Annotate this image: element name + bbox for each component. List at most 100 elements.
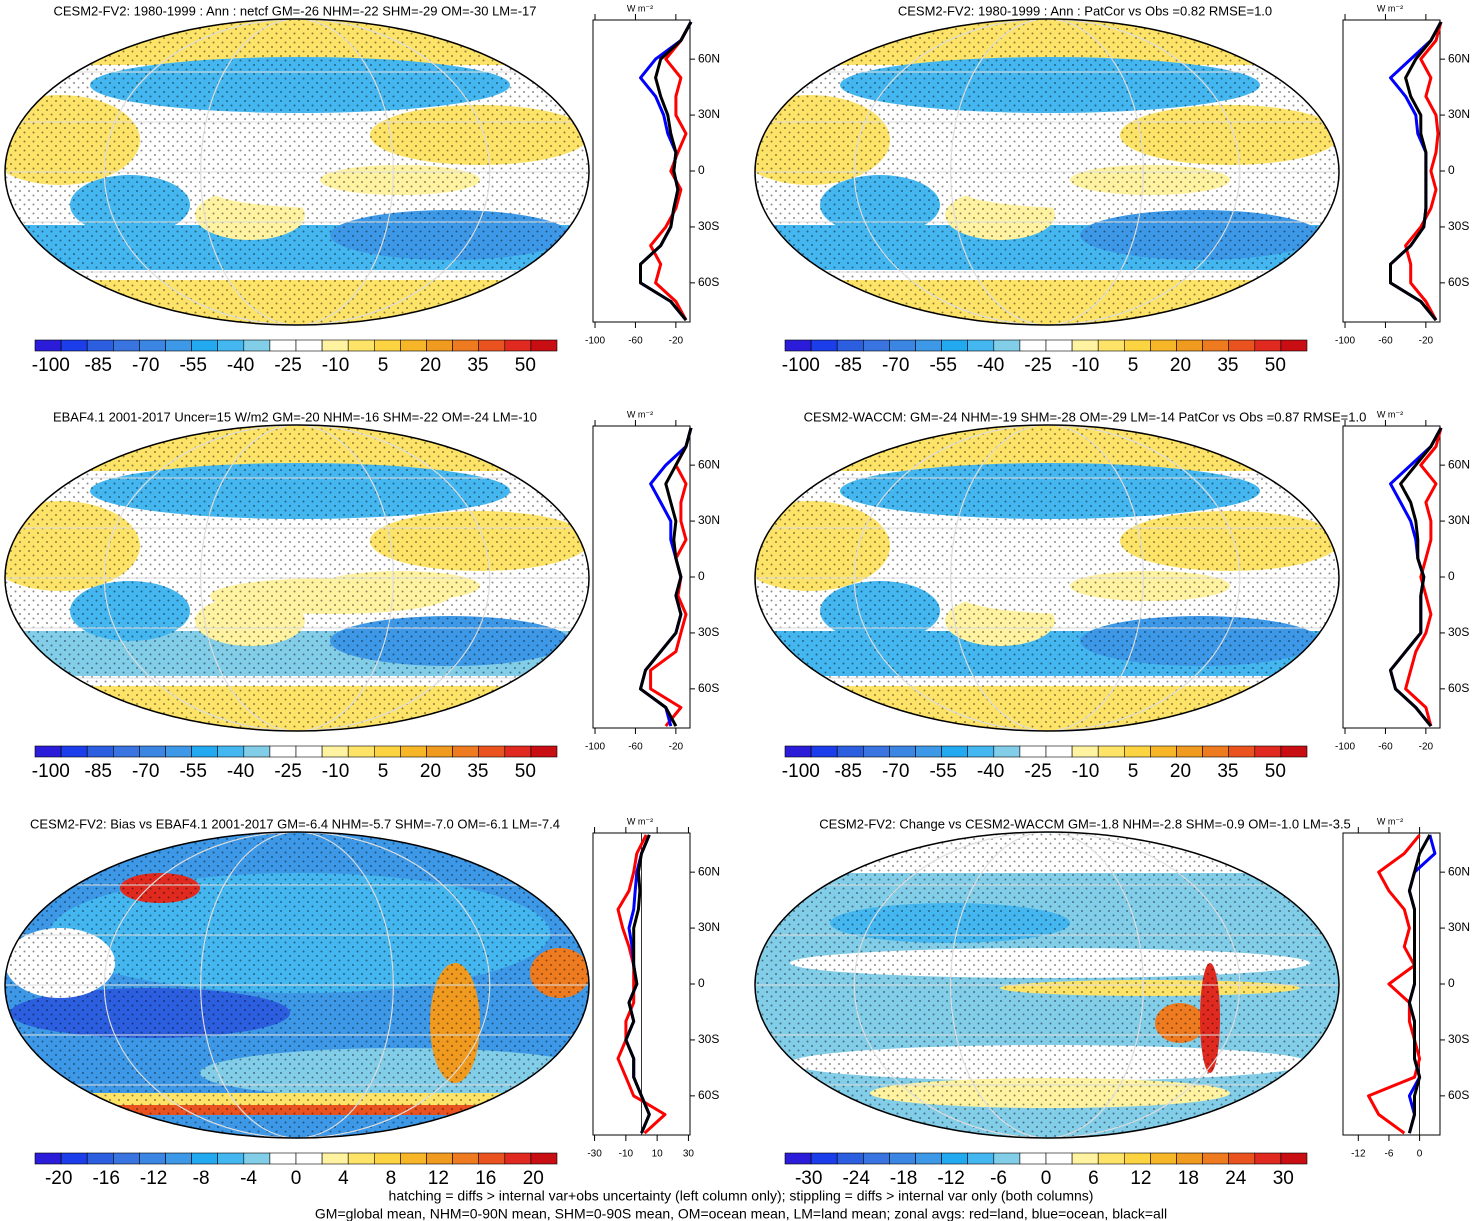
colorbar-box — [1228, 339, 1256, 352]
colorbar-label: 50 — [1265, 761, 1286, 782]
colorbar-box — [269, 745, 297, 758]
zonal-line — [1389, 21, 1443, 322]
colorbar-label: 5 — [378, 355, 389, 376]
colorbar-label: -10 — [322, 761, 349, 782]
colorbar-label: -55 — [179, 761, 206, 782]
colorbar-box — [993, 745, 1021, 758]
y-tick-label: 0 — [1448, 569, 1455, 583]
graticule — [950, 425, 1144, 731]
colorbar-box — [1071, 1152, 1099, 1165]
plot-frame — [1342, 832, 1441, 1136]
colorbar-label: -85 — [85, 355, 112, 376]
y-tick-label: 60N — [698, 457, 720, 471]
colorbar-box — [1176, 339, 1203, 352]
colorbar-box — [784, 339, 812, 352]
colorbar-box — [60, 1152, 88, 1165]
colorbar-box — [889, 1152, 916, 1165]
colorbar-box — [1254, 1152, 1282, 1165]
colorbar-box — [836, 1152, 864, 1165]
x-tick-label: -100 — [1335, 336, 1355, 347]
colorbar-box — [165, 1152, 192, 1165]
colorbar-label: -70 — [882, 761, 909, 782]
colorbar-box — [165, 745, 192, 758]
x-tick-label: -100 — [1335, 742, 1355, 753]
x-tick-label: -100 — [585, 742, 605, 753]
colorbar-box — [862, 1152, 890, 1165]
colorbar-label: 18 — [1178, 1168, 1199, 1189]
colorbar-label: -20 — [45, 1168, 72, 1189]
colorbar-label: 20 — [523, 1168, 544, 1189]
colorbar-box — [452, 745, 480, 758]
colorbar-box — [452, 339, 480, 352]
zonal-line — [639, 427, 693, 727]
colorbar-box — [1150, 339, 1177, 352]
zonal-line — [1389, 427, 1443, 728]
panel-title: CESM2-FV2: 1980-1999 : Ann : netcf GM=-2… — [53, 3, 536, 18]
colorbar-box — [810, 745, 838, 758]
colorbar-box — [478, 745, 506, 758]
colorbar-box — [321, 745, 349, 758]
zonal-line — [639, 427, 693, 727]
colorbar-label: -100 — [782, 761, 820, 782]
graticule — [103, 832, 491, 1138]
colorbar-label: -25 — [274, 355, 301, 376]
colorbar-box — [915, 339, 942, 352]
colorbar-box — [1176, 1152, 1203, 1165]
panel-title: CESM2-FV2: 1980-1999 : Ann : PatCor vs O… — [898, 3, 1272, 18]
colorbar-label: 35 — [467, 761, 488, 782]
colorbar-box — [941, 745, 968, 758]
colorbar-label: 0 — [1041, 1168, 1052, 1189]
y-tick-label: 30S — [1448, 219, 1469, 233]
y-tick-label: 0 — [1448, 163, 1455, 177]
x-tick-label: -10 — [619, 1149, 634, 1160]
colorbar-box — [941, 1152, 968, 1165]
panel-title: CESM2-WACCM: GM=-24 NHM=-19 SHM=-28 OM=-… — [804, 409, 1367, 424]
colorbar-box — [889, 745, 916, 758]
colorbar-box — [191, 1152, 219, 1165]
colorbar-label: -25 — [274, 761, 301, 782]
colorbar-box — [113, 339, 140, 352]
colorbar-box — [1176, 745, 1203, 758]
units-label: W m⁻² — [1377, 3, 1403, 13]
colorbar-box — [836, 745, 864, 758]
colorbar-label: 12 — [428, 1168, 449, 1189]
map — [5, 425, 589, 731]
colorbar-box — [889, 339, 916, 352]
x-tick-label: -60 — [628, 742, 643, 753]
y-tick-label: 30N — [1448, 513, 1470, 527]
colorbar-box — [60, 339, 88, 352]
colorbar-box — [1150, 1152, 1177, 1165]
colorbar-label: -70 — [882, 355, 909, 376]
colorbar-box — [400, 1152, 427, 1165]
y-tick-label: 60S — [698, 1088, 719, 1102]
colorbar-box — [530, 745, 558, 758]
colorbar-box — [1280, 339, 1308, 352]
zonal-line — [1404, 427, 1443, 727]
colorbar-label: 5 — [378, 761, 389, 782]
colorbar-box — [243, 339, 271, 352]
colorbar-box — [426, 339, 453, 352]
colorbar-box — [1202, 339, 1229, 352]
x-tick-label: -60 — [1378, 336, 1393, 347]
map-outline — [754, 424, 1340, 732]
x-tick-label: -100 — [585, 336, 605, 347]
colorbar-box — [1097, 745, 1125, 758]
colorbar-box — [347, 1152, 375, 1165]
zonal-line — [1404, 21, 1443, 321]
colorbar-box — [243, 745, 271, 758]
y-tick-label: 0 — [1448, 976, 1455, 990]
colorbar-box — [321, 1152, 349, 1165]
colorbar-label: -85 — [85, 761, 112, 782]
x-tick-label: -60 — [628, 336, 643, 347]
y-tick-label: 30N — [698, 920, 720, 934]
footer-line: hatching = diffs > internal var+obs unce… — [389, 1188, 1094, 1204]
colorbar-label: 24 — [1225, 1168, 1247, 1189]
colorbar-box — [1071, 339, 1099, 352]
colorbar-box — [373, 745, 401, 758]
panel-title: CESM2-FV2: Bias vs EBAF4.1 2001-2017 GM=… — [30, 816, 560, 831]
colorbar-box — [1254, 339, 1282, 352]
colorbar-box — [34, 745, 62, 758]
colorbar-box — [86, 745, 114, 758]
y-tick-label: 60S — [698, 681, 719, 695]
colorbar-box — [269, 1152, 297, 1165]
